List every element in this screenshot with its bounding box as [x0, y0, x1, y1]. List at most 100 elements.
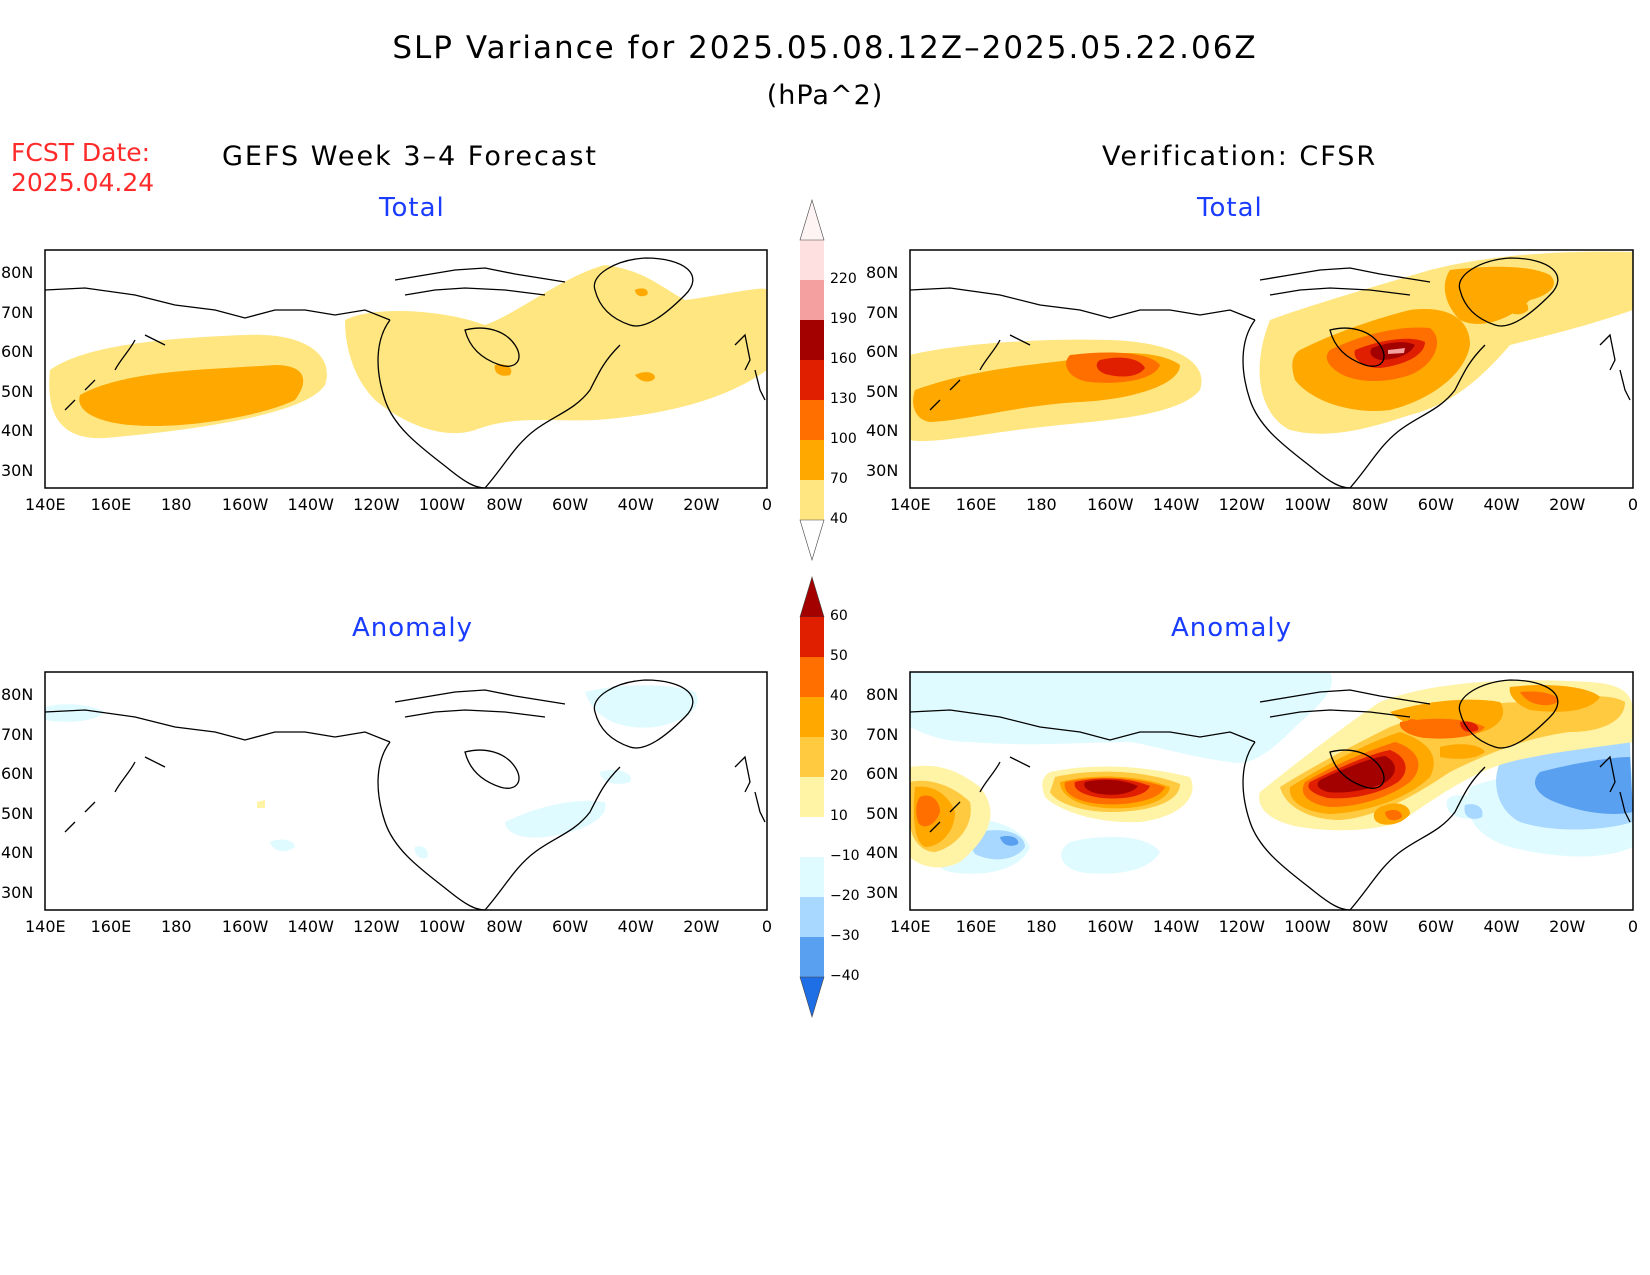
colorbar-level-label: 190 — [830, 311, 857, 327]
forecast-anomaly-coastlines — [44, 679, 766, 911]
colorbar-level-label: 130 — [830, 391, 857, 407]
verification-anomaly-lon-label: 40W — [1483, 917, 1520, 936]
verification-anomaly-lon-label: 80W — [1351, 917, 1389, 936]
verification-anomaly-lon-label: 140E — [890, 917, 931, 936]
colorbar-level-label: 20 — [830, 768, 848, 784]
verification-total-subtitle: Total — [1197, 193, 1263, 223]
colorbar-level-label: 40 — [830, 511, 848, 527]
forecast-anomaly-lat-label: 70N — [1, 724, 34, 744]
forecast-total-lon-label: 140E — [25, 495, 66, 514]
colorbar-level-label: −10 — [830, 848, 860, 864]
verification-anomaly-lon-label: 160E — [955, 917, 997, 936]
anomaly-colorbar-segment — [800, 697, 824, 737]
forecast-total-lon-label: 0 — [761, 495, 773, 514]
verification-anomaly-lon-label: 0 — [1627, 917, 1639, 936]
forecast-anomaly-lon-label: 140W — [287, 917, 334, 936]
verification-total-lon-label: 180 — [1026, 495, 1057, 514]
verification-total-lon-label: 60W — [1417, 495, 1454, 514]
colorbar-level-label: −20 — [830, 888, 860, 904]
forecast-anomaly-map — [44, 671, 768, 911]
forecast-total-lon-label: 160E — [90, 495, 132, 514]
anomaly-colorbar — [799, 575, 825, 1019]
forecast-total-lon-label: 120W — [353, 495, 400, 514]
anomaly-colorbar-segment — [800, 937, 824, 977]
forecast-date-value: 2025.04.24 — [11, 168, 155, 197]
anomaly-colorbar-segment — [800, 617, 824, 657]
verification-anomaly-lat-label: 40N — [866, 843, 899, 862]
verification-total-lon-label: 100W — [1284, 495, 1331, 514]
verification-total-lon-label: 20W — [1549, 495, 1586, 514]
forecast-anomaly-lat-label: 60N — [1, 764, 34, 783]
verification-total-lon-label: 80W — [1351, 495, 1389, 514]
verification-total-lon-label: 120W — [1218, 495, 1265, 514]
verification-column-heading: Verification: CFSR — [1102, 141, 1378, 172]
total-colorbar-segment — [800, 320, 824, 360]
forecast-total-lon-label: 60W — [551, 495, 589, 514]
total-colorbar-segment — [800, 280, 824, 320]
forecast-anomaly-lon-label: 160E — [90, 917, 132, 936]
anomaly-colorbar-bottom-arrow — [799, 976, 825, 1019]
anomaly-colorbar-segment — [800, 777, 824, 817]
verification-total-map — [909, 249, 1634, 489]
verification-anomaly-lon-label: 160W — [1087, 917, 1134, 936]
forecast-anomaly-lon-label: 80W — [486, 917, 523, 936]
forecast-total-map — [44, 249, 768, 489]
forecast-anomaly-lon-label: 60W — [551, 917, 589, 936]
forecast-total-fill — [49, 265, 767, 439]
anomaly-colorbar-segment — [800, 857, 824, 897]
total-colorbar-segment — [800, 440, 824, 480]
colorbar-level-label: −40 — [830, 968, 860, 984]
anomaly-colorbar-segment — [800, 817, 824, 857]
total-colorbar-bottom-arrow — [799, 519, 825, 562]
colorbar-level-label: 70 — [830, 471, 848, 487]
verification-anomaly-lat-label: 60N — [866, 764, 899, 783]
verification-anomaly-lon-label: 180 — [1026, 917, 1057, 936]
colorbar-level-label: 10 — [830, 808, 848, 824]
anomaly-colorbar-segment — [800, 897, 824, 937]
forecast-total-lon-label: 140W — [287, 495, 334, 514]
verification-total-lon-label: 140W — [1152, 495, 1200, 514]
verification-total-lon-label: 160E — [955, 495, 997, 514]
total-colorbar-top-arrow — [799, 198, 825, 241]
forecast-anomaly-lon-label: 20W — [683, 917, 720, 936]
colorbar-level-label: 50 — [830, 648, 848, 664]
verification-total-fill — [910, 251, 1633, 442]
forecast-total-lon-label: 80W — [486, 495, 523, 514]
verification-anomaly-fill — [910, 672, 1633, 874]
verification-anomaly-lon-label: 20W — [1549, 917, 1586, 936]
verification-anomaly-subtitle: Anomaly — [1171, 613, 1293, 643]
verification-total-lon-label: 160W — [1087, 495, 1134, 514]
forecast-anomaly-lat-label: 80N — [1, 685, 34, 704]
anomaly-colorbar-segment — [800, 737, 824, 777]
forecast-anomaly-lon-label: 0 — [761, 917, 773, 936]
forecast-total-lat-label: 70N — [1, 302, 34, 322]
forecast-total-lat-label: 80N — [1, 263, 34, 282]
forecast-anomaly-subtitle: Anomaly — [352, 613, 474, 643]
colorbar-level-label: 60 — [830, 608, 848, 624]
verification-total-lat-label: 50N — [866, 381, 899, 401]
verification-anomaly-lat-label: 50N — [866, 803, 899, 823]
forecast-anomaly-lon-label: 140E — [25, 917, 66, 936]
verification-total-lat-label: 70N — [866, 302, 899, 322]
verification-total-lat-label: 40N — [866, 421, 899, 440]
forecast-anomaly-lon-label: 100W — [418, 917, 466, 936]
colorbar-level-label: 40 — [830, 688, 848, 704]
anomaly-colorbar-top-arrow — [799, 575, 825, 618]
total-colorbar — [799, 198, 825, 562]
forecast-total-lat-label: 40N — [1, 421, 34, 440]
verification-anomaly-coastlines — [909, 679, 1631, 911]
colorbar-level-label: −30 — [830, 928, 860, 944]
forecast-date-label: FCST Date: — [11, 138, 151, 167]
verification-total-lon-label: 0 — [1627, 495, 1639, 514]
verification-anomaly-lat-label: 70N — [866, 724, 899, 744]
forecast-date-block: FCST Date: 2025.04.24 — [11, 138, 154, 198]
verification-anomaly-lat-label: 80N — [866, 685, 899, 704]
total-colorbar-segment — [800, 360, 824, 400]
verification-total-lat-label: 30N — [866, 460, 899, 480]
forecast-anomaly-lon-label: 120W — [353, 917, 400, 936]
total-colorbar-segment — [800, 240, 824, 280]
verification-anomaly-lon-label: 140W — [1152, 917, 1200, 936]
total-colorbar-segment — [800, 480, 824, 520]
anomaly-colorbar-segment — [800, 657, 824, 697]
forecast-total-lat-label: 50N — [1, 381, 34, 401]
